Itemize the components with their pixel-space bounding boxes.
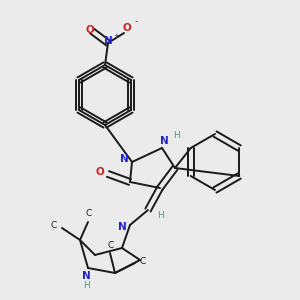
Text: C: C [108, 241, 114, 250]
Text: O: O [96, 167, 104, 177]
Text: N: N [82, 271, 90, 281]
Text: N: N [160, 136, 168, 146]
Text: C: C [140, 256, 146, 266]
Text: N: N [103, 36, 112, 46]
Text: -: - [134, 16, 138, 26]
Text: C: C [86, 209, 92, 218]
Text: H: H [172, 131, 179, 140]
Text: H: H [157, 211, 164, 220]
Text: C: C [51, 221, 57, 230]
Text: O: O [85, 25, 94, 35]
Text: N: N [118, 222, 126, 232]
Text: +: + [113, 33, 119, 39]
Text: O: O [123, 23, 131, 33]
Text: H: H [82, 281, 89, 290]
Text: N: N [120, 154, 128, 164]
